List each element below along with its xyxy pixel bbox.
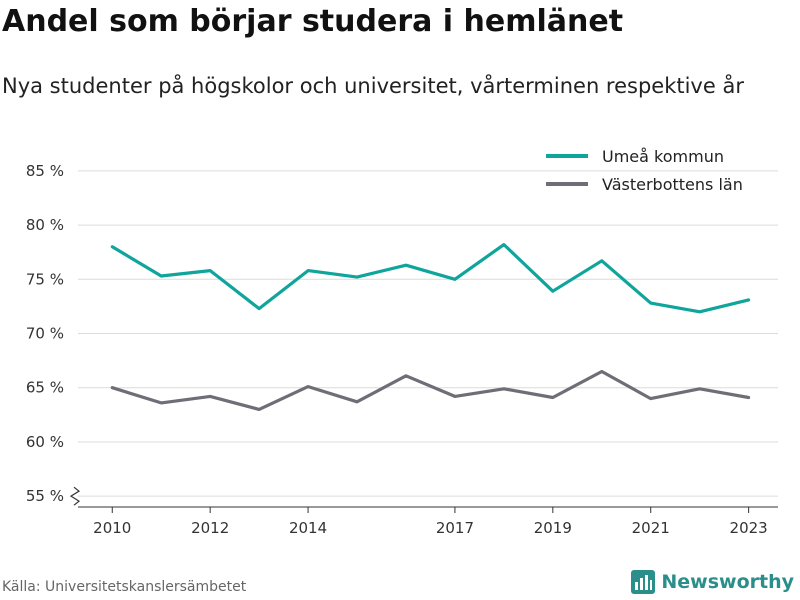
x-tick-label: 2012: [191, 519, 229, 537]
x-tick-label: 2023: [730, 519, 768, 537]
legend: Umeå kommun Västerbottens län: [546, 147, 743, 194]
x-tick-label: 2019: [534, 519, 572, 537]
x-tick-label: 2017: [436, 519, 474, 537]
x-tick-label: 2021: [632, 519, 670, 537]
bar-chart-logo-icon: [631, 570, 656, 594]
series-line-umea-kommun: [110, 243, 751, 314]
series-line-vasterbottens-lan: [110, 369, 751, 411]
y-tick-label: 80 %: [26, 216, 64, 234]
gridlines: [78, 170, 778, 497]
y-tick-label: 70 %: [26, 325, 64, 343]
legend-label: Västerbottens län: [602, 175, 743, 194]
series-lines: [110, 243, 751, 411]
y-tick-label: 55 %: [26, 487, 64, 505]
x-tick-label: 2010: [93, 519, 131, 537]
legend-label: Umeå kommun: [602, 147, 724, 166]
x-tick-label: 2014: [289, 519, 327, 537]
y-tick-label: 60 %: [26, 433, 64, 451]
y-tick-label: 75 %: [26, 270, 64, 288]
source-note: Källa: Universitetskanslersämbetet: [2, 579, 247, 595]
y-tick-label: 65 %: [26, 379, 64, 397]
axis-break-marker: [69, 486, 81, 506]
chart-title: Andel som börjar studera i hemlänet: [2, 4, 624, 39]
chart-subtitle: Nya studenter på högskolor och universit…: [2, 74, 744, 98]
brand-name: Newsworthy: [661, 571, 794, 593]
y-tick-label: 85 %: [26, 162, 64, 180]
brand-logo: Newsworthy: [631, 570, 794, 594]
axes: 55 % 60 % 65 % 70 % 75 % 80 % 85 % 2010 2012 2014…: [26, 162, 778, 537]
